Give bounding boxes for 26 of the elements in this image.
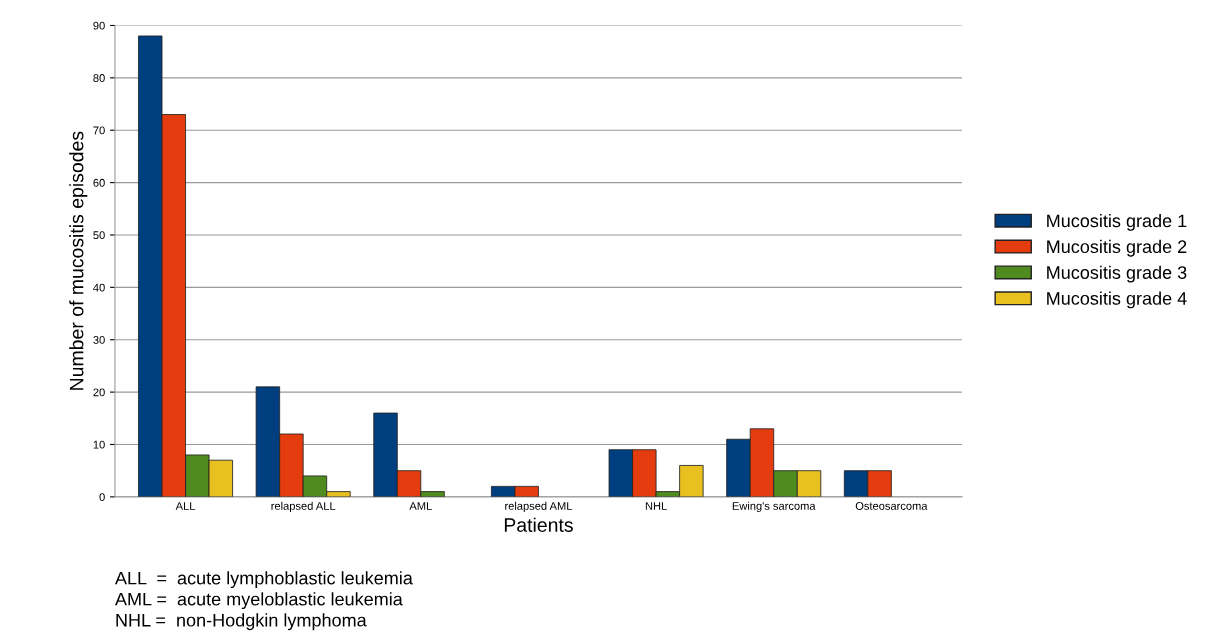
legend-label: Mucositis grade 1 [1047,213,1187,231]
y-tick-label: 20 [93,388,105,397]
x-tick-label: relapsed AML [505,501,573,513]
y-tick-label: 10 [93,440,105,449]
legend-label: Mucositis grade 3 [1047,265,1187,283]
x-tick-label: relapsed ALL [271,501,336,513]
y-tick-label: 40 [93,283,105,292]
y-tick-label: 80 [93,74,105,82]
x-tick-label: ALL [175,502,196,510]
x-tick-label: Ewing's sarcoma [732,501,816,513]
legend-label: Mucositis grade 2 [1047,239,1187,257]
y-tick-label: 60 [93,178,105,187]
y-tick-label: 70 [93,126,105,135]
x-tick-label: AML [409,502,432,510]
y-tick-label: 0 [99,493,105,501]
x-axis-title: Patients [504,517,573,532]
text: ALL = acute lymphoblastic leukemia [114,571,413,589]
text: NHL = non-Hodgkin lymphoma [116,613,367,631]
y-tick-label: 50 [93,231,105,240]
x-tick-label: NHL [645,502,667,510]
legend-label: Mucositis grade 4 [1047,291,1187,309]
y-tick-label: 30 [93,336,105,344]
y-tick-label: 90 [93,21,105,30]
x-tick-label: Osteosarcoma [855,502,928,510]
y-axis-title: Number of mucositis episodes [69,131,88,390]
text: AML = acute myeloblastic leukemia [114,592,403,610]
